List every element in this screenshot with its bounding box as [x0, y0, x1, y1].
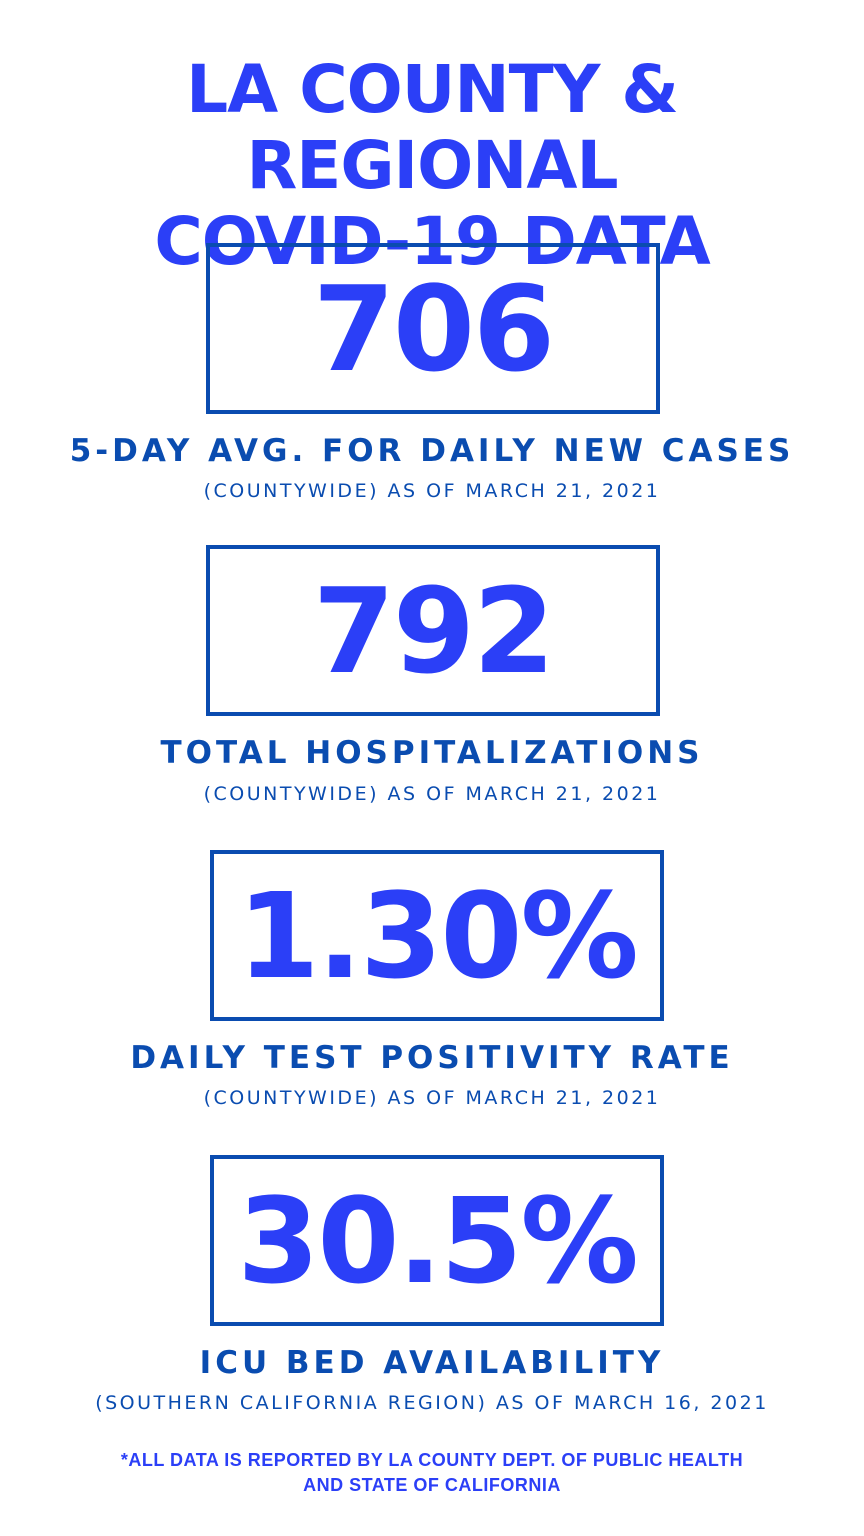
footnote-line-1: *ALL DATA IS REPORTED BY LA COUNTY DEPT.…: [120, 1450, 744, 1470]
stat-box-hospitalizations: 792: [206, 545, 660, 716]
title-line-1: LA COUNTY & REGIONAL: [186, 51, 679, 204]
footnote-line-2: AND STATE OF CALIFORNIA: [303, 1475, 561, 1495]
stat-label: DAILY TEST POSITIVITY RATE: [130, 1040, 734, 1076]
footnote: *ALL DATA IS REPORTED BY LA COUNTY DEPT.…: [0, 1448, 864, 1498]
stat-sublabel: (SOUTHERN CALIFORNIA REGION) AS OF MARCH…: [95, 1392, 769, 1414]
stat-label: ICU BED AVAILABILITY: [199, 1345, 665, 1381]
stat-label: TOTAL HOSPITALIZATIONS: [160, 735, 704, 771]
title-line-2: COVID-19 DATA: [154, 203, 710, 280]
stat-label: 5-DAY AVG. FOR DAILY NEW CASES: [69, 433, 795, 469]
stat-box-new-cases: 706: [206, 243, 660, 414]
stat-value: 792: [312, 561, 555, 700]
stat-box-icu: 30.5%: [210, 1155, 664, 1326]
stat-sublabel: (COUNTYWIDE) AS OF MARCH 21, 2021: [203, 480, 661, 502]
stat-sublabel: (COUNTYWIDE) AS OF MARCH 21, 2021: [203, 783, 661, 805]
stat-value: 30.5%: [237, 1171, 638, 1310]
stat-value: 706: [312, 259, 555, 398]
stat-value: 1.30%: [237, 866, 638, 1005]
page-title: LA COUNTY & REGIONAL COVID-19 DATA: [0, 52, 864, 280]
stat-box-positivity: 1.30%: [210, 850, 664, 1021]
stat-sublabel: (COUNTYWIDE) AS OF MARCH 21, 2021: [203, 1087, 661, 1109]
